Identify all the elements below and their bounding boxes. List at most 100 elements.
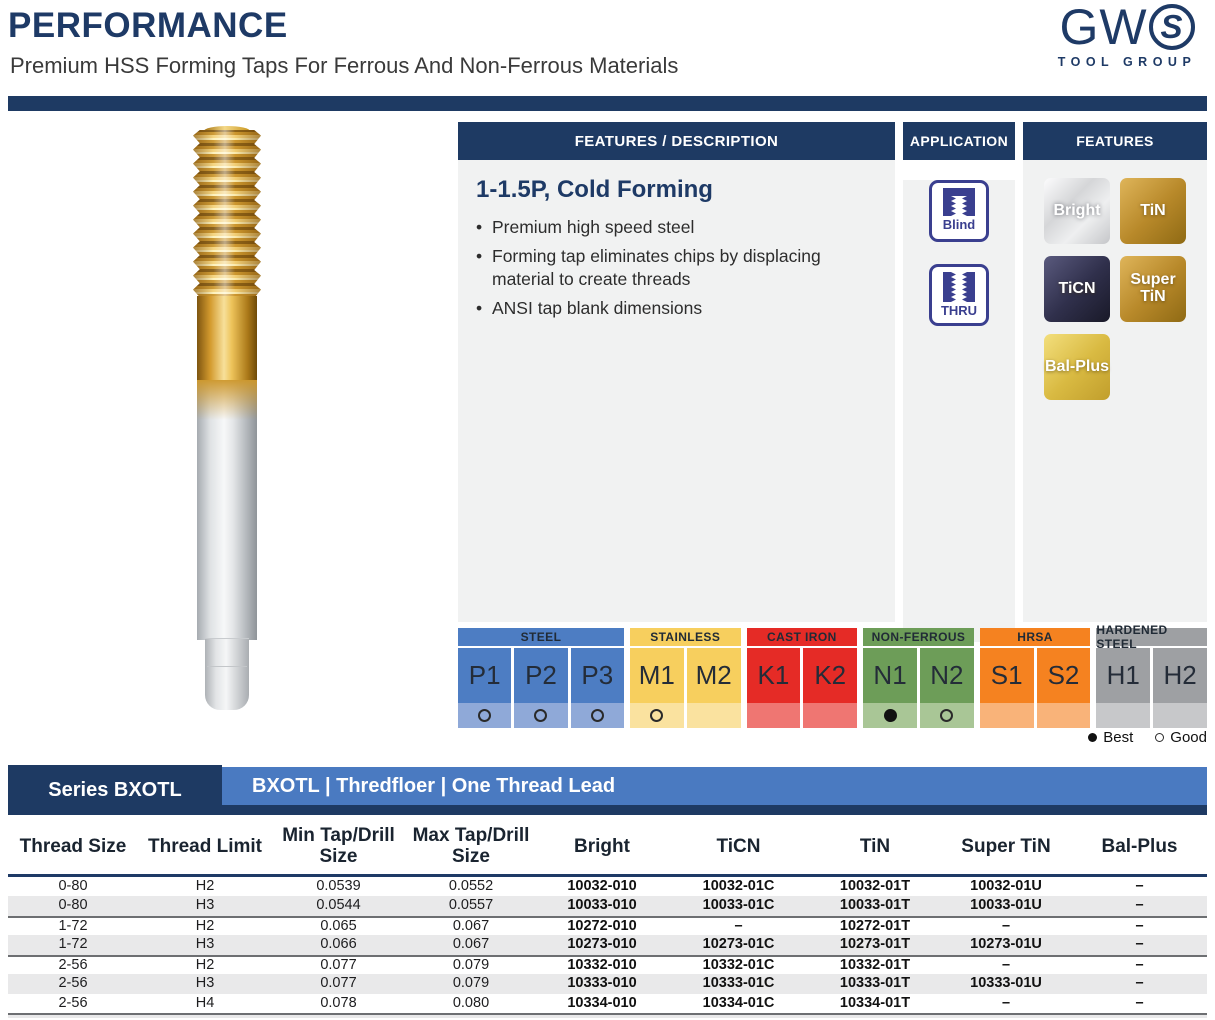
table-cell: 0.078 [320, 994, 357, 1011]
table-cell: 0.066 [320, 936, 357, 953]
table-cell: – [1135, 917, 1144, 934]
coating-badge-super-tin: Super TiN [1120, 256, 1186, 322]
table-cell: 1-72 [58, 936, 88, 953]
material-group-cells: P1 P2 P3 [458, 648, 624, 728]
table-cell: – [1135, 936, 1144, 953]
material-rating-strip [1153, 703, 1207, 728]
coating-badge-bal-plus: Bal-Plus [1044, 334, 1110, 400]
column-header: Bright [574, 835, 630, 857]
material-code: S1 [979, 648, 1034, 703]
material-group-non-ferrous: NON-FERROUS N1 N2 [863, 628, 974, 728]
material-rating-strip [746, 703, 801, 728]
material-cell-p3: P3 [570, 648, 624, 728]
material-cell-m1: M1 [629, 648, 684, 728]
header-divider-bar [8, 96, 1207, 111]
table-cell: – [1001, 917, 1011, 934]
table-cell: 0.077 [320, 975, 357, 992]
table-row: 1-72 H3 0.066 0.067 10273-010 10273-01C 10273-… [8, 935, 1207, 955]
table-cell: 0-80 [58, 877, 88, 894]
table-cell: 10032-01C [702, 877, 775, 894]
column-header: Bal-Plus [1101, 835, 1178, 857]
table-cell: 10033-01T [839, 897, 911, 914]
good-label: Good [1170, 729, 1207, 746]
material-code: H1 [1096, 648, 1151, 703]
material-code: N2 [919, 648, 974, 703]
column-header: Max Tap/Drill Size [412, 825, 530, 868]
page-title: PERFORMANCE [8, 6, 288, 45]
table-cell: 10033-01U [970, 897, 1042, 914]
good-dot-icon [1155, 733, 1165, 742]
tap-shank [197, 380, 257, 640]
column-header: Min Tap/Drill Size [282, 825, 395, 868]
material-code: M2 [686, 648, 741, 703]
series-data-table: Thread Size Thread Limit Min Tap/Drill Siz… [8, 818, 1207, 1019]
material-group-label: NON-FERROUS [863, 628, 974, 646]
logo-gw-text: GW [1059, 0, 1148, 55]
material-code: K1 [746, 648, 801, 703]
table-cell: 10272-01T [839, 917, 911, 934]
best-label: Best [1103, 729, 1134, 746]
table-cell: 10333-010 [567, 975, 637, 992]
material-rating-strip [514, 703, 568, 728]
material-group-label: STAINLESS [629, 628, 741, 646]
material-cell-n2: N2 [919, 648, 974, 728]
table-header-row: Thread Size Thread Limit Min Tap/Drill Siz… [8, 818, 1207, 877]
table-cell: 10332-01C [702, 956, 775, 973]
material-rating-strip [458, 703, 512, 728]
material-cell-h2: H2 [1153, 648, 1207, 728]
table-cell: 10032-010 [567, 877, 637, 894]
table-cell: 2-56 [58, 956, 88, 973]
description-panel-header: FEATURES / DESCRIPTION [458, 122, 895, 160]
table-cell: 10334-010 [567, 994, 637, 1011]
column-header: TiN [859, 835, 891, 857]
rating-legend: Best Good [1088, 729, 1207, 746]
table-cell: 1-72 [58, 917, 88, 934]
material-rating-strip [1036, 703, 1091, 728]
material-code: P3 [570, 648, 624, 703]
table-cell: – [1135, 975, 1144, 992]
feature-bullet: Premium high speed steel [476, 216, 877, 239]
material-cell-s1: S1 [979, 648, 1034, 728]
table-cell: 0.079 [452, 956, 490, 973]
material-cell-k1: K1 [746, 648, 801, 728]
material-rating-strip [1096, 703, 1151, 728]
material-group-label: HARDENED STEEL [1096, 623, 1207, 651]
table-cell: 10273-010 [567, 936, 637, 953]
table-cell: – [734, 917, 743, 934]
material-group-cells: K1 K2 [746, 648, 858, 728]
material-code: S2 [1036, 648, 1091, 703]
material-rating-strip [803, 703, 858, 728]
table-row: 0-80 H2 0.0539 0.0552 10032-010 10032-01C 1003… [8, 877, 1207, 897]
column-header: Thread Size [19, 835, 127, 857]
material-group-cells: N1 N2 [863, 648, 974, 728]
material-group-cells: H1 H2 [1096, 648, 1207, 728]
table-cell: 10334-01C [702, 994, 775, 1011]
material-group-hardened-steel: HARDENED STEEL H1 H2 [1096, 623, 1207, 728]
table-cell: H2 [195, 956, 215, 973]
best-rating-dot [883, 709, 897, 722]
material-group-stainless: STAINLESS M1 M2 [629, 628, 741, 728]
features-panel: FEATURES Bright TiN TiCN Super TiN Bal-Plus [1023, 122, 1207, 622]
feature-bullet-list: Premium high speed steel Forming tap elim… [476, 216, 877, 320]
material-group-label: CAST IRON [746, 628, 858, 646]
table-cell: 2-56 [58, 994, 88, 1011]
material-code: K2 [803, 648, 858, 703]
material-cell-p1: P1 [458, 648, 512, 728]
tap-neck [197, 296, 257, 382]
thru-hole-label: THRU [940, 303, 978, 318]
table-cell: 0-80 [58, 897, 88, 914]
material-group-cells: S1 S2 [979, 648, 1091, 728]
application-panel-body: Blind THRU [903, 180, 1015, 642]
table-cell: H3 [195, 897, 215, 914]
table-cell: 10334-01T [839, 994, 911, 1011]
material-code: N1 [863, 648, 917, 703]
table-cell: 10333-01T [839, 975, 911, 992]
series-band: Series BXOTL BXOTL | Thredfloer | One Th… [8, 765, 1207, 815]
feature-bullet: ANSI tap blank dimensions [476, 297, 877, 320]
table-cell: 0.065 [320, 917, 357, 934]
material-code: M1 [629, 648, 684, 703]
good-rating-dot [650, 709, 664, 722]
table-cell: 0.067 [452, 917, 490, 934]
table-cell: 0.080 [452, 994, 490, 1011]
gws-logo: GW S TOOL GROUP [1047, 2, 1207, 69]
